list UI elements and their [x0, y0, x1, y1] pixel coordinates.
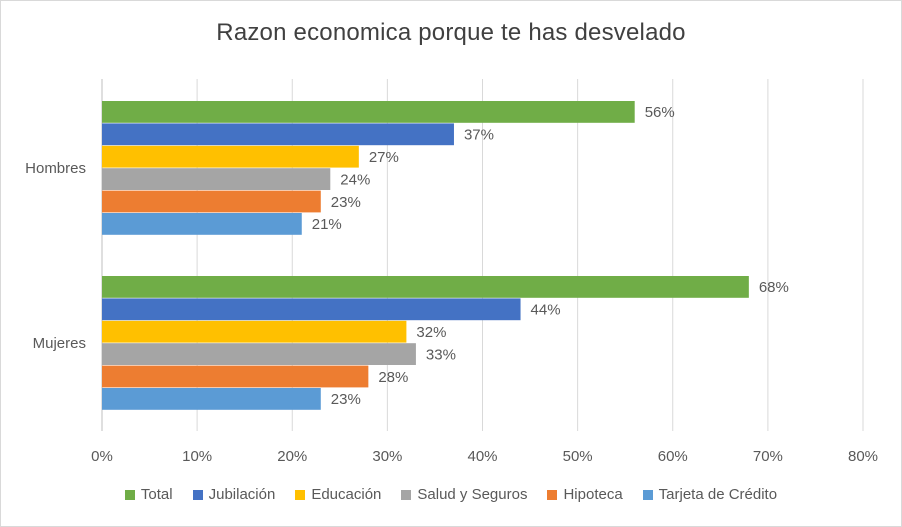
legend-item: Hipoteca: [547, 486, 623, 503]
x-tick-label: 20%: [277, 448, 307, 465]
legend-swatch: [642, 489, 653, 500]
data-label: 56%: [645, 104, 675, 121]
legend-label: Educación: [311, 486, 382, 503]
bar-hombres-2: [102, 145, 359, 168]
bar-hombres-0: [102, 101, 635, 123]
legend-swatch: [295, 489, 306, 500]
legend-swatch: [124, 489, 135, 500]
data-label: 23%: [331, 194, 361, 211]
data-label: 33%: [426, 346, 456, 363]
x-tick-label: 0%: [91, 448, 113, 465]
data-label: 27%: [369, 149, 399, 166]
legend-item: Total: [124, 486, 173, 503]
data-label: 32%: [416, 324, 446, 341]
legend-label: Salud y Seguros: [417, 486, 528, 503]
bar-mujeres-2: [102, 320, 407, 343]
legend-swatch: [192, 489, 203, 500]
category-label-hombres: Hombres: [25, 160, 86, 177]
x-tick-label: 80%: [848, 448, 878, 465]
bar-hombres-3: [102, 168, 331, 190]
data-label: 28%: [378, 369, 408, 386]
x-tick-label: 30%: [372, 448, 402, 465]
x-tick-label: 50%: [563, 448, 593, 465]
legend-label: Hipoteca: [563, 486, 623, 503]
legend-label: Tarjeta de Crédito: [658, 486, 778, 503]
x-tick-label: 40%: [467, 448, 497, 465]
bar-mujeres-5: [102, 388, 321, 410]
data-label: 24%: [340, 171, 370, 188]
legend-label: Jubilación: [208, 486, 276, 503]
data-label: 23%: [331, 391, 361, 408]
bar-hombres-5: [102, 213, 302, 235]
category-label-mujeres: Mujeres: [33, 335, 86, 352]
legend-item: Tarjeta de Crédito: [642, 486, 778, 503]
bar-mujeres-4: [102, 365, 369, 388]
legend-label: Total: [140, 486, 173, 503]
x-tick-label: 70%: [753, 448, 783, 465]
chart-title: Razon economica porque te has desvelado: [216, 19, 686, 46]
data-label: 37%: [464, 127, 494, 144]
legend-swatch: [547, 489, 558, 500]
data-label: 21%: [312, 216, 342, 233]
chart-legend: Total Jubilación Educación Salud y Seguros H…: [1, 486, 901, 503]
bar-mujeres-3: [102, 343, 416, 365]
bar-mujeres-0: [102, 276, 749, 298]
x-tick-label: 60%: [658, 448, 688, 465]
legend-swatch: [401, 489, 412, 500]
data-label: 44%: [531, 302, 561, 319]
bar-hombres-4: [102, 190, 321, 213]
legend-item: Jubilación: [192, 486, 276, 503]
legend-item: Educación: [295, 486, 381, 503]
data-label: 68%: [759, 279, 789, 296]
x-tick-label: 10%: [182, 448, 212, 465]
bar-hombres-1: [102, 123, 454, 146]
bar-mujeres-1: [102, 298, 521, 321]
legend-item: Salud y Seguros: [401, 486, 527, 503]
